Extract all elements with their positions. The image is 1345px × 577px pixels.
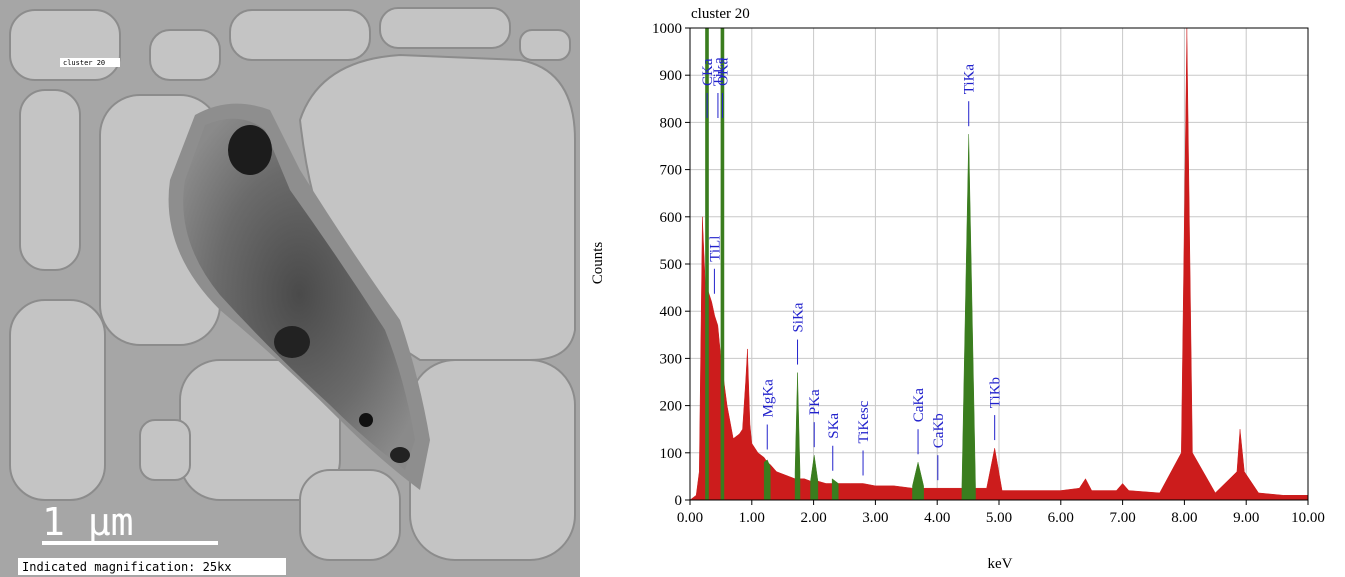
y-tick-label: 300 [660, 351, 683, 367]
caption-box [18, 558, 286, 575]
x-tick-label: 8.00 [1171, 510, 1197, 526]
chart: cluster 20 Counts keV 0 100 200 300 400 500 60… [590, 6, 1325, 572]
dark-spot [359, 413, 373, 427]
x-tick-label: 0.00 [677, 510, 703, 526]
caption: Indicated magnification: 25kx [22, 560, 232, 574]
chart-title: cluster 20 [691, 6, 750, 22]
y-tick-label: 400 [660, 304, 683, 320]
peak-label: TiKesc [856, 400, 872, 443]
y-axis-label: Counts [590, 242, 606, 285]
peak-label: CKa [700, 58, 716, 86]
x-tick-label: 10.00 [1291, 510, 1325, 526]
y-tick-label: 0 [675, 493, 683, 509]
peak-label: MgKa [760, 379, 776, 418]
peak-label: TiKa [962, 64, 978, 95]
plot-frame [689, 27, 1309, 501]
dark-spot [228, 125, 272, 175]
peak-label: CaKb [931, 413, 947, 448]
x-tick-label: 5.00 [986, 510, 1012, 526]
scale-bar-label: 1 μm [42, 500, 134, 544]
peak-label: CaKa [911, 388, 927, 422]
peak-label: SKa [826, 413, 842, 439]
y-tick-label: 1000 [652, 21, 682, 37]
x-tick-label: 7.00 [1109, 510, 1135, 526]
image-label: cluster 20 [63, 59, 105, 67]
x-tick-label: 1.00 [739, 510, 765, 526]
y-tick-label: 600 [660, 210, 683, 226]
peak-label: OKa [715, 57, 731, 86]
peak-label: TiLl [707, 236, 723, 262]
peak-label: PKa [807, 389, 823, 415]
dark-spot [274, 326, 310, 358]
peak-label: TiLa [711, 57, 727, 86]
x-tick-label: 3.00 [862, 510, 888, 526]
x-tick-label: 2.00 [800, 510, 826, 526]
x-tick-label: 9.00 [1233, 510, 1259, 526]
y-tick-label: 200 [660, 399, 683, 415]
x-tick-label: 6.00 [1048, 510, 1074, 526]
peak-label: TiKb [988, 377, 1004, 408]
particle [183, 118, 415, 471]
y-tick-label: 700 [660, 163, 683, 179]
y-tick-label: 900 [660, 68, 683, 84]
label-box [60, 58, 120, 67]
scale-bar [42, 541, 218, 545]
y-tick-label: 500 [660, 257, 683, 273]
x-axis-label: keV [988, 556, 1013, 572]
x-tick-label: 4.00 [924, 510, 950, 526]
y-tick-label: 100 [660, 446, 683, 462]
tem-image: cluster 20 1 μm Indicated magnification:… [0, 0, 580, 577]
dark-spot [390, 447, 410, 463]
peak-label: SiKa [791, 302, 807, 332]
y-tick-label: 800 [660, 115, 683, 131]
